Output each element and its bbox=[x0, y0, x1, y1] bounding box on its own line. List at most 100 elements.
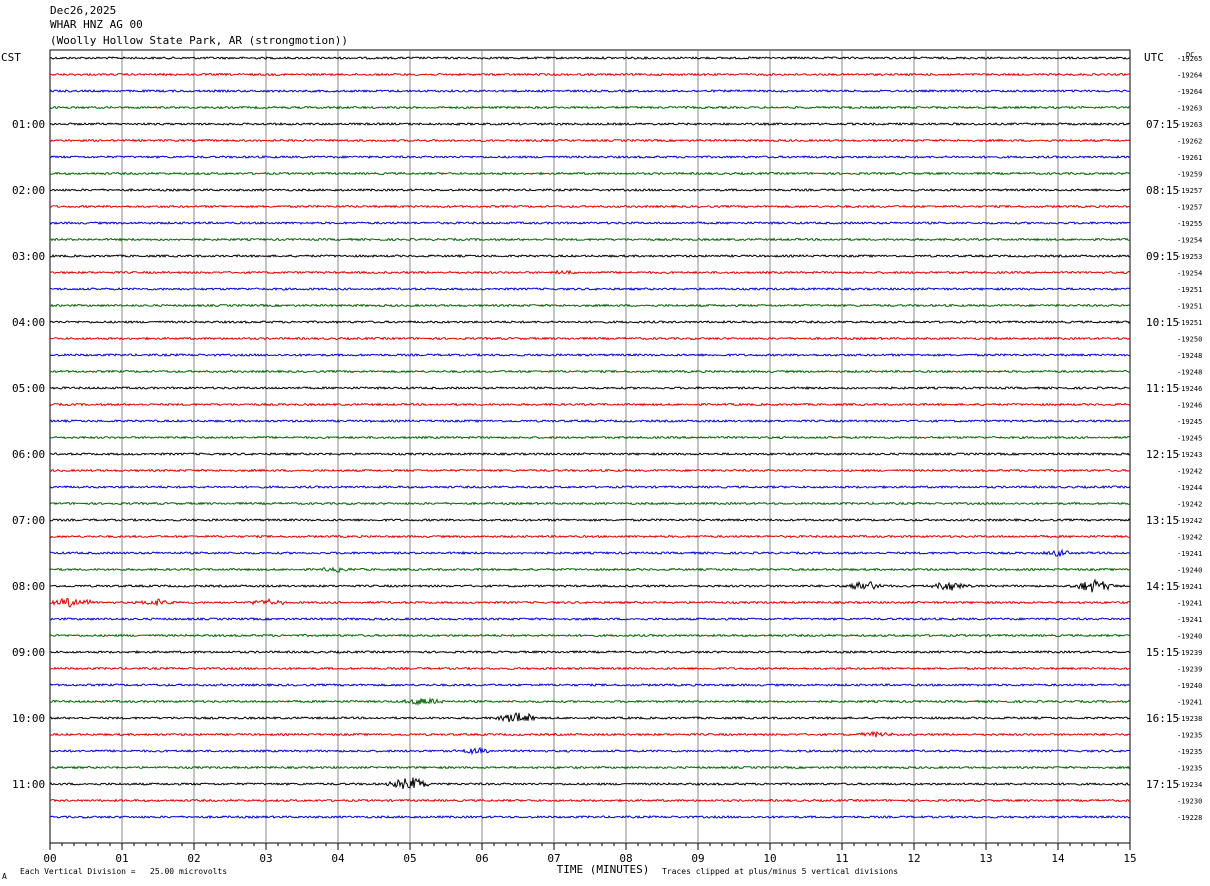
x-tick-label: 14 bbox=[1051, 852, 1065, 865]
clipping-note: Traces clipped at plus/minus 5 vertical … bbox=[662, 867, 899, 876]
dc-offset-label: -19235 bbox=[1177, 732, 1202, 740]
dc-offset-label: -19239 bbox=[1177, 649, 1202, 657]
dc-offset-label: -19250 bbox=[1177, 336, 1202, 344]
seismic-trace bbox=[49, 666, 1131, 671]
dc-offset-label: -19230 bbox=[1177, 798, 1202, 806]
seismic-trace bbox=[49, 548, 1131, 557]
seismic-trace bbox=[49, 352, 1131, 358]
dc-offset-label: -19228 bbox=[1177, 814, 1202, 822]
dc-offset-label: -19264 bbox=[1177, 72, 1202, 80]
cst-hour-label: 02:00 bbox=[12, 184, 45, 197]
dc-offset-label: -19251 bbox=[1177, 286, 1202, 294]
seismic-trace bbox=[49, 814, 1131, 819]
seismic-trace bbox=[49, 517, 1131, 523]
x-tick-label: 12 bbox=[907, 852, 920, 865]
seismic-trace bbox=[49, 777, 1131, 790]
seismic-trace bbox=[49, 711, 1131, 723]
utc-hour-label: 09:15 bbox=[1146, 250, 1179, 263]
dc-offset-label: -19241 bbox=[1177, 699, 1202, 707]
dc-offset-label: -19253 bbox=[1177, 253, 1202, 261]
seismic-trace bbox=[49, 484, 1131, 490]
seismic-trace bbox=[49, 418, 1131, 424]
seismic-trace bbox=[49, 747, 1131, 756]
seismic-trace bbox=[49, 501, 1131, 506]
cst-hour-label: 05:00 bbox=[12, 382, 45, 395]
utc-hour-label: 11:15 bbox=[1146, 382, 1179, 395]
station-location: (Woolly Hollow State Park, AR (strongmot… bbox=[50, 34, 349, 47]
plot-frame bbox=[49, 49, 1131, 844]
seismic-trace bbox=[49, 319, 1131, 325]
dc-offset-label: -19235 bbox=[1177, 765, 1202, 773]
seismic-trace bbox=[50, 303, 1131, 308]
seismic-trace bbox=[49, 269, 1131, 276]
dc-offset-label: -19248 bbox=[1177, 352, 1202, 360]
dc-offset-label: -19263 bbox=[1177, 121, 1202, 129]
cst-hour-label: 04:00 bbox=[12, 316, 45, 329]
utc-hour-label: 16:15 bbox=[1146, 712, 1179, 725]
dc-offset-label: -19242 bbox=[1177, 517, 1202, 525]
dc-offset-label: -19235 bbox=[1177, 748, 1202, 756]
dc-offset-label: -19257 bbox=[1177, 187, 1202, 195]
x-tick-label: 07 bbox=[547, 852, 560, 865]
cst-hour-label: 09:00 bbox=[12, 646, 45, 659]
x-tick-label: 10 bbox=[763, 852, 776, 865]
x-tick-label: 15 bbox=[1123, 852, 1136, 865]
seismic-trace bbox=[49, 682, 1131, 688]
dc-offset-label: -19251 bbox=[1177, 303, 1202, 311]
seismic-trace bbox=[49, 765, 1131, 770]
x-tick-label: 08 bbox=[619, 852, 632, 865]
cst-hour-label: 03:00 bbox=[12, 250, 45, 263]
seismic-trace bbox=[49, 237, 1131, 242]
seismic-trace bbox=[49, 798, 1131, 803]
dc-offset-label: -19248 bbox=[1177, 369, 1202, 377]
seismic-trace bbox=[49, 617, 1131, 621]
cst-axis-label: CST bbox=[1, 51, 21, 64]
utc-hour-label: 15:15 bbox=[1146, 646, 1179, 659]
dc-offset-label: -19242 bbox=[1177, 501, 1202, 509]
cst-hour-label: 11:00 bbox=[12, 778, 45, 791]
seismic-trace bbox=[49, 578, 1131, 593]
x-tick-label: 09 bbox=[691, 852, 704, 865]
dc-offset-label: -19241 bbox=[1177, 550, 1202, 558]
x-tick-label: 01 bbox=[115, 852, 128, 865]
seismic-trace bbox=[49, 566, 1131, 573]
dc-offset-label: -19241 bbox=[1177, 583, 1202, 591]
dc-offset-label: -19261 bbox=[1177, 154, 1202, 162]
dc-offset-label: -19244 bbox=[1177, 484, 1202, 492]
seismic-trace bbox=[50, 468, 1131, 473]
seismic-trace bbox=[49, 187, 1130, 193]
corner-mark: A bbox=[2, 872, 7, 881]
seismic-trace bbox=[49, 72, 1131, 77]
x-tick-label: 13 bbox=[979, 852, 992, 865]
dc-offset-label: -19241 bbox=[1177, 616, 1202, 624]
dc-offset-label: -19240 bbox=[1177, 567, 1202, 575]
dc-offset-label: -19241 bbox=[1177, 600, 1202, 608]
dc-offset-label: -19238 bbox=[1177, 715, 1202, 723]
seismic-trace bbox=[49, 204, 1131, 209]
seismic-trace bbox=[49, 633, 1131, 638]
plot-date: Dec26,2025 bbox=[50, 4, 117, 17]
x-tick-label: 04 bbox=[331, 852, 345, 865]
dc-offset-label: -19243 bbox=[1177, 451, 1202, 459]
vertical-scale-note: Each Vertical Division = 25.00 microvolt… bbox=[20, 867, 228, 876]
x-tick-label: 02 bbox=[187, 852, 200, 865]
dc-offset-label: -19246 bbox=[1177, 402, 1202, 410]
dc-offset-label: -19242 bbox=[1177, 468, 1202, 476]
dc-offset-label: -19242 bbox=[1177, 534, 1202, 542]
seismic-trace bbox=[49, 154, 1131, 159]
x-tick-label: 11 bbox=[835, 852, 848, 865]
seismic-trace bbox=[49, 697, 1131, 707]
seismic-trace bbox=[49, 55, 1131, 60]
x-tick-label: 05 bbox=[403, 852, 416, 865]
dc-offset-label: -19257 bbox=[1177, 204, 1202, 212]
seismic-trace bbox=[49, 171, 1131, 176]
dc-offset-label: -19234 bbox=[1177, 781, 1202, 789]
seismic-trace bbox=[49, 402, 1131, 407]
dc-offset-label: -19239 bbox=[1177, 666, 1202, 674]
x-axis-title: TIME (MINUTES) bbox=[557, 863, 650, 876]
cst-hour-label: 01:00 bbox=[12, 118, 45, 131]
seismic-trace bbox=[50, 649, 1131, 655]
seismic-trace bbox=[49, 452, 1131, 457]
dc-offset-label: -19264 bbox=[1177, 88, 1202, 96]
utc-hour-label: 10:15 bbox=[1146, 316, 1179, 329]
